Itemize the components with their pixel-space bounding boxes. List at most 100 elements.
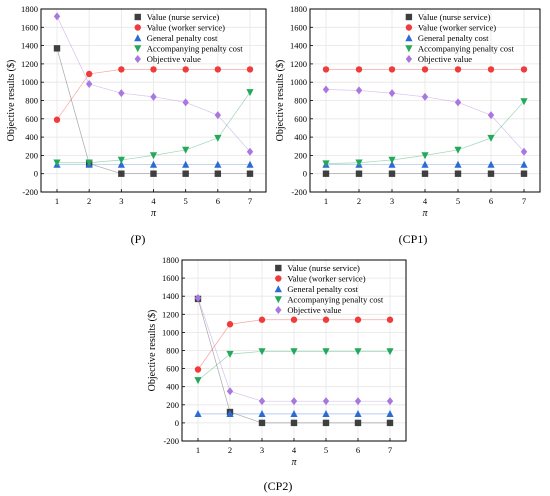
series-2 — [53, 66, 254, 123]
data-point — [258, 316, 266, 323]
data-point — [454, 170, 462, 177]
x-axis-label: π — [422, 208, 428, 219]
data-point — [421, 160, 429, 168]
x-tick-label: 6 — [356, 445, 360, 455]
data-point — [53, 159, 61, 167]
data-point — [246, 66, 254, 73]
data-point — [322, 85, 330, 94]
y-tick-label: 1600 — [290, 22, 307, 32]
legend-label: General penalty cost — [147, 33, 218, 43]
data-point — [226, 387, 234, 396]
legend-marker — [275, 306, 282, 314]
data-point — [194, 294, 202, 303]
legend: Value (nurse service)Value (worker servi… — [134, 12, 243, 64]
y-tick-label: 200 — [166, 400, 179, 410]
series-1 — [322, 170, 528, 177]
data-point — [386, 397, 394, 406]
data-point — [118, 170, 125, 177]
legend-label: Accompanying penalty cost — [418, 44, 515, 54]
y-axis-label: Objective results ($) — [6, 60, 17, 142]
series-3 — [53, 160, 254, 168]
data-point — [322, 160, 330, 168]
data-point — [182, 170, 189, 177]
data-point — [149, 152, 158, 160]
y-tick-label: 1000 — [21, 77, 38, 87]
legend-marker — [134, 24, 141, 31]
data-point — [214, 66, 222, 73]
y-tick-label: 400 — [25, 132, 38, 142]
x-tick-label: 2 — [357, 196, 361, 206]
legend-marker — [134, 45, 142, 53]
legend-label: Value (nurse service) — [418, 12, 491, 22]
data-point — [355, 170, 363, 177]
data-point — [182, 66, 189, 73]
x-tick-label: 5 — [324, 445, 328, 455]
legend: Value (nurse service)Value (worker servi… — [405, 12, 514, 64]
y-tick-label: 1800 — [290, 4, 307, 14]
legend-label: General penalty cost — [418, 33, 489, 43]
y-tick-label: 400 — [166, 382, 179, 392]
y-tick-label: 200 — [294, 150, 307, 160]
x-axis-label: π — [151, 208, 157, 219]
y-tick-label: 1400 — [290, 41, 307, 51]
y-tick-label: 600 — [166, 364, 179, 374]
data-point — [454, 66, 462, 73]
data-point — [421, 92, 429, 101]
data-point — [322, 316, 330, 323]
data-point — [386, 316, 394, 323]
data-point — [454, 160, 462, 168]
series-5 — [53, 12, 254, 156]
legend-marker — [275, 264, 282, 272]
series-4 — [194, 348, 394, 385]
x-tick-label: 1 — [324, 196, 328, 206]
y-tick-label: -200 — [291, 187, 307, 197]
data-point — [355, 159, 363, 167]
x-tick-label: 3 — [260, 445, 264, 455]
y-axis-label: Objective results ($) — [275, 60, 286, 142]
data-point — [150, 66, 157, 73]
chart-panel-cp1: -200 0 200 400 600 800 1000 1200 1400 1600 1800 1 2 3… — [275, 4, 541, 246]
data-point — [246, 147, 254, 156]
data-point — [322, 410, 330, 418]
data-point — [354, 397, 362, 406]
data-point — [290, 348, 298, 356]
x-axis-label: π — [291, 457, 297, 468]
y-tick-label: 800 — [25, 96, 38, 106]
data-point — [226, 350, 234, 358]
data-point — [520, 147, 528, 156]
data-point — [354, 410, 362, 418]
data-point — [246, 160, 254, 168]
x-tick-label: 7 — [388, 445, 392, 455]
data-point — [388, 160, 396, 168]
data-point — [386, 419, 394, 427]
series-2 — [322, 66, 528, 73]
series-3 — [322, 160, 528, 168]
y-tick-label: 1800 — [162, 255, 179, 265]
data-point — [487, 170, 495, 177]
legend-label: Value (nurse service) — [287, 263, 360, 273]
data-point — [118, 66, 125, 73]
y-tick-label: 800 — [166, 346, 179, 356]
legend-marker — [275, 275, 282, 282]
data-point — [194, 410, 202, 418]
legend-label: Value (worker service) — [287, 274, 365, 284]
data-point — [487, 111, 495, 120]
legend-label: Objective value — [418, 54, 472, 64]
data-point — [290, 316, 298, 323]
data-point — [53, 116, 61, 123]
x-tick-label: 4 — [292, 445, 297, 455]
data-point — [520, 66, 528, 73]
y-tick-label: 600 — [294, 114, 307, 124]
legend-marker — [134, 34, 142, 42]
legend-label: Value (worker service) — [147, 23, 225, 33]
x-tick-label: 6 — [216, 196, 220, 206]
data-point — [355, 86, 363, 95]
y-tick-label: 1000 — [290, 77, 307, 87]
data-point — [226, 410, 234, 418]
data-point — [388, 66, 396, 73]
chart-panel-p: -200 0 200 400 600 800 1000 1200 1400 1600 1800 1 2 3… — [6, 4, 267, 246]
data-point — [150, 92, 157, 101]
data-point — [258, 419, 266, 427]
data-point — [182, 98, 189, 107]
